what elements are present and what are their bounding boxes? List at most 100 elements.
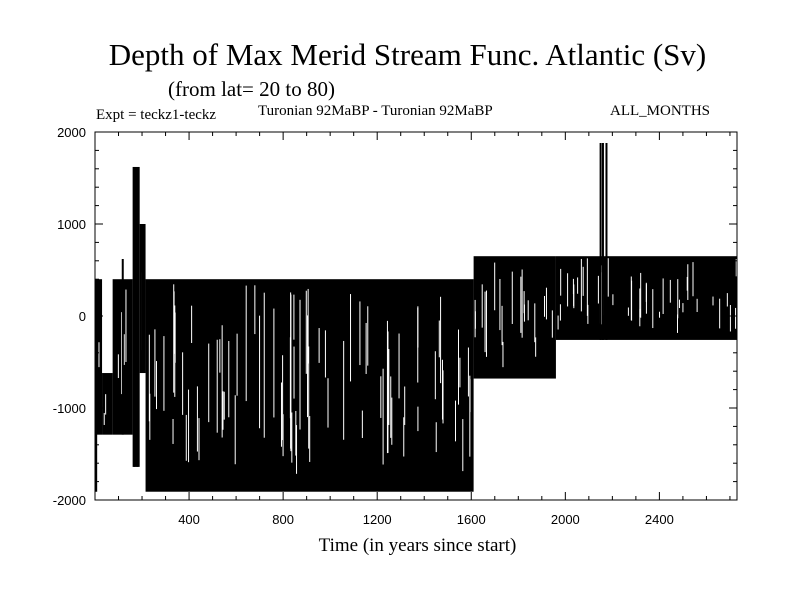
series-gap	[105, 394, 107, 415]
series-gap	[398, 333, 400, 399]
series-gap	[403, 417, 405, 457]
series-gap	[391, 397, 393, 445]
series-gap	[221, 325, 223, 438]
series-gap	[148, 334, 150, 422]
series-gap	[280, 382, 282, 447]
series-gap	[659, 311, 661, 318]
series-gap	[543, 295, 545, 317]
series-gap	[291, 412, 293, 463]
series-gap	[726, 293, 728, 307]
series-gap	[299, 299, 301, 430]
series-gap	[156, 361, 158, 410]
series-gap	[219, 339, 221, 373]
series-gap	[682, 303, 684, 313]
series-band-6	[473, 256, 556, 379]
series-gap	[308, 346, 310, 449]
series-gap	[293, 294, 295, 340]
series-gap	[123, 334, 125, 365]
experiment-label: Expt = teckz1-teckz	[96, 107, 217, 123]
time-series-layer	[95, 143, 737, 492]
series-gap	[198, 418, 200, 461]
series-gap	[523, 291, 525, 314]
x-tick-label-1600: 1600	[457, 512, 486, 527]
series-gap	[295, 410, 297, 456]
series-gap	[382, 368, 384, 465]
series-gap	[494, 262, 496, 311]
series-gap	[557, 315, 559, 330]
series-gap	[631, 280, 633, 321]
series-gap	[216, 339, 218, 433]
series-gap	[735, 307, 737, 329]
series-gap	[350, 294, 352, 382]
chart-subtitle: (from lat= 20 to 80)	[168, 77, 335, 101]
series-gap	[677, 314, 679, 333]
series-gap	[520, 276, 522, 333]
series-gap	[678, 299, 680, 309]
x-axis-label: Time (in years since start)	[318, 535, 517, 556]
chart-title: Depth of Max Merid Stream Func. Atlantic…	[108, 37, 707, 72]
series-gap	[441, 359, 443, 420]
series-gap	[390, 376, 392, 438]
series-gap	[640, 272, 642, 318]
series-gap	[163, 336, 165, 411]
series-gap	[282, 414, 284, 457]
series-gap	[438, 320, 440, 358]
series-gap	[290, 292, 292, 449]
series-gap	[627, 307, 629, 316]
series-gap	[474, 311, 476, 329]
series-gap	[173, 291, 175, 354]
series-gap	[417, 406, 419, 432]
series-gap	[359, 301, 361, 366]
x-tick-label-400: 400	[178, 512, 200, 527]
series-gap	[587, 304, 589, 324]
series-gap	[386, 320, 388, 454]
series-gap	[469, 379, 471, 413]
series-gap	[502, 341, 504, 368]
x-tick-label-2000: 2000	[551, 512, 580, 527]
series-gap	[185, 414, 187, 461]
series-gap	[309, 416, 311, 462]
series-gap	[560, 268, 562, 296]
series-gap	[582, 266, 584, 296]
series-gap	[573, 288, 575, 307]
series-gap	[499, 278, 501, 331]
series-gap	[719, 298, 721, 329]
series-gap	[527, 300, 529, 321]
series-gap	[440, 296, 442, 384]
series-gap	[686, 276, 688, 291]
series-gap	[305, 290, 307, 374]
series-gap	[196, 386, 198, 452]
series-gap	[459, 357, 461, 388]
series-gap	[535, 337, 537, 357]
series-gap	[521, 269, 523, 338]
series-gap	[236, 333, 238, 396]
series-gap	[662, 278, 664, 314]
series-band-1	[102, 373, 113, 435]
series-gap	[545, 287, 547, 320]
series-gap	[485, 290, 487, 357]
series-gap	[245, 285, 247, 402]
x-tick-label-1200: 1200	[363, 512, 392, 527]
x-tick-label-800: 800	[272, 512, 294, 527]
series-gap	[677, 279, 679, 319]
series-gap	[735, 259, 737, 277]
series-gap	[263, 292, 265, 438]
series-gap	[484, 291, 486, 353]
series-gap	[380, 376, 382, 418]
series-gap	[343, 340, 345, 440]
series-gap	[652, 289, 654, 329]
y-tick-label--2000: -2000	[53, 493, 86, 508]
series-gap	[729, 305, 731, 332]
series-gap	[293, 346, 295, 399]
series-gap	[577, 277, 579, 294]
series-gap	[149, 393, 151, 440]
series-gap	[174, 312, 176, 363]
series-gap	[469, 375, 471, 457]
series-gap	[188, 389, 190, 463]
series-gap	[462, 419, 464, 472]
series-gap	[435, 422, 437, 453]
series-gap	[586, 258, 588, 316]
y-tick-label-2000: 2000	[57, 125, 86, 140]
series-gap	[307, 315, 309, 418]
series-gap	[523, 304, 525, 322]
